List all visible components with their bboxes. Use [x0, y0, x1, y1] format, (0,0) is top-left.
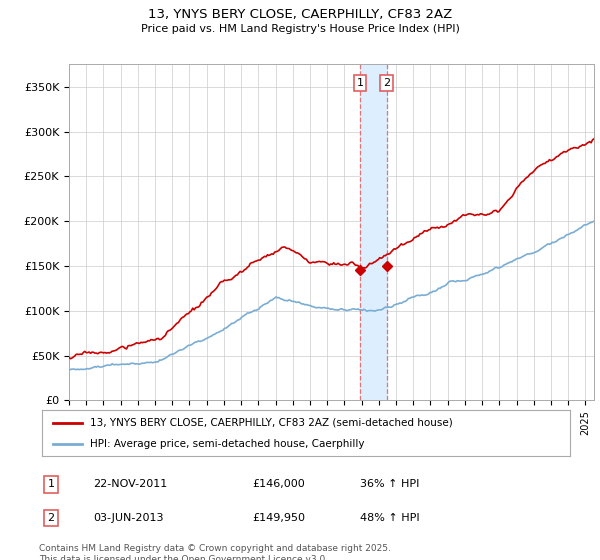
Text: Contains HM Land Registry data © Crown copyright and database right 2025.
This d: Contains HM Land Registry data © Crown c… [39, 544, 391, 560]
Text: 03-JUN-2013: 03-JUN-2013 [93, 513, 163, 523]
Text: 1: 1 [356, 78, 364, 88]
Text: £149,950: £149,950 [252, 513, 305, 523]
Text: Price paid vs. HM Land Registry's House Price Index (HPI): Price paid vs. HM Land Registry's House … [140, 24, 460, 34]
Text: 13, YNYS BERY CLOSE, CAERPHILLY, CF83 2AZ: 13, YNYS BERY CLOSE, CAERPHILLY, CF83 2A… [148, 8, 452, 21]
Text: £146,000: £146,000 [252, 479, 305, 489]
Text: HPI: Average price, semi-detached house, Caerphilly: HPI: Average price, semi-detached house,… [89, 439, 364, 449]
Text: 2: 2 [383, 78, 390, 88]
Text: 36% ↑ HPI: 36% ↑ HPI [360, 479, 419, 489]
Text: 1: 1 [47, 479, 55, 489]
Text: 2: 2 [47, 513, 55, 523]
Text: 48% ↑ HPI: 48% ↑ HPI [360, 513, 419, 523]
Bar [360, 64, 386, 400]
Text: 13, YNYS BERY CLOSE, CAERPHILLY, CF83 2AZ (semi-detached house): 13, YNYS BERY CLOSE, CAERPHILLY, CF83 2A… [89, 418, 452, 428]
Text: 22-NOV-2011: 22-NOV-2011 [93, 479, 167, 489]
